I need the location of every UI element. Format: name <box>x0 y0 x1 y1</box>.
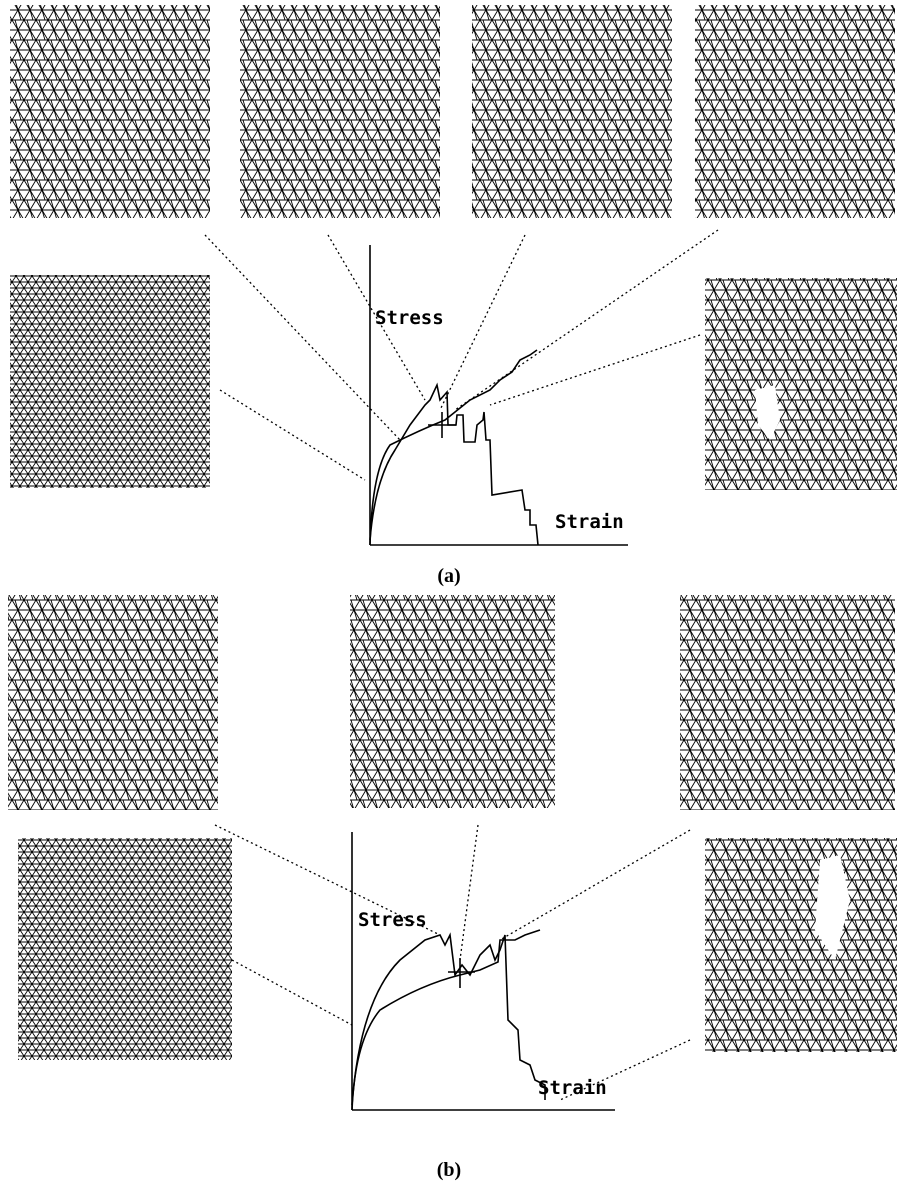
figure: Stress Strain (a) Stress Strain (b) <box>0 0 898 1192</box>
chart-b: Stress Strain <box>352 832 615 1110</box>
mesh-images-b <box>8 595 897 1060</box>
x-axis-label: Strain <box>555 511 624 533</box>
connectors-a <box>205 230 718 480</box>
y-axis-label: Stress <box>375 307 444 329</box>
page: Stress Strain (a) Stress Strain (b) (() … <box>0 0 898 1192</box>
panel-label: (a) <box>437 565 460 587</box>
connectors-b <box>215 825 690 1100</box>
x-axis-label: Strain <box>538 1077 607 1099</box>
mesh-images-a <box>10 5 897 490</box>
panel-label: (b) <box>437 1159 461 1181</box>
y-axis-label: Stress <box>358 909 427 931</box>
